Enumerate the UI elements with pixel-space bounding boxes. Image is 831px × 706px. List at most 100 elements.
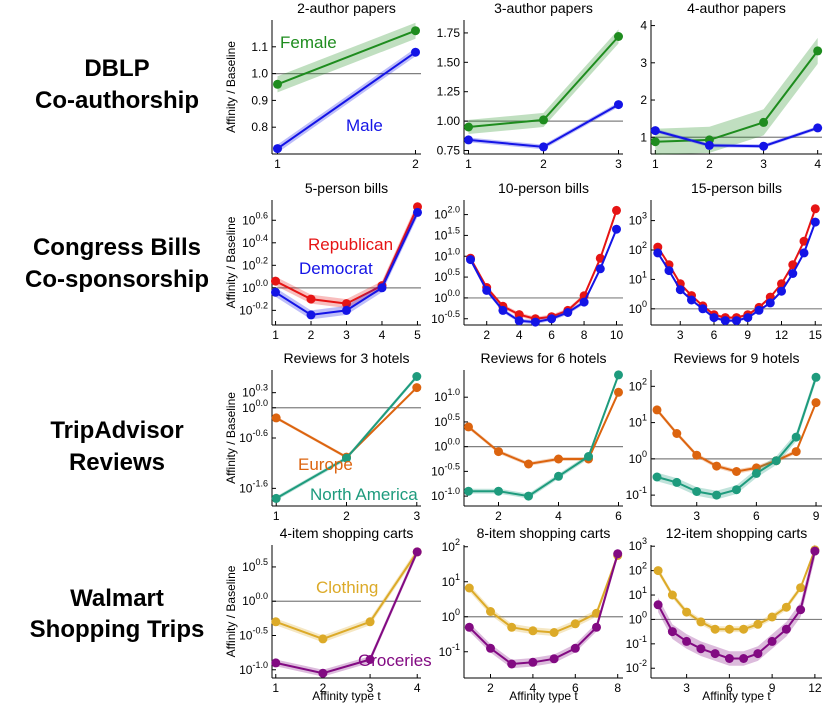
data-point xyxy=(754,305,764,315)
series-line xyxy=(275,386,418,459)
y-tick-label: 1.0 xyxy=(251,67,268,81)
y-tick-label: 101.0 xyxy=(434,387,460,404)
x-tick-label: 3 xyxy=(683,681,690,695)
series-line xyxy=(655,126,819,148)
data-point xyxy=(464,622,474,632)
y-tick-label: 101 xyxy=(442,572,460,589)
y-tick-label: 100.5 xyxy=(434,267,460,284)
data-point xyxy=(365,655,375,664)
data-point xyxy=(791,447,801,457)
data-point xyxy=(411,47,420,57)
data-point xyxy=(743,313,753,323)
y-tick-label: 100 xyxy=(629,609,647,626)
data-point xyxy=(712,490,722,500)
y-tick-label: 100 xyxy=(629,299,647,316)
data-point xyxy=(365,617,375,627)
data-point xyxy=(271,413,281,423)
y-tick-label: 100.5 xyxy=(434,412,460,429)
panel-4: 5-person bills 10-0.2 100.0 100.2 100.4 100.6… xyxy=(224,180,422,342)
data-point xyxy=(498,305,508,315)
chart-title: 10-person bills xyxy=(498,180,589,196)
series-label-female: Female xyxy=(280,33,337,52)
y-tick-label: 100.0 xyxy=(434,288,460,305)
series-label-groceries: Groceries xyxy=(358,651,432,670)
y-tick-label: 101 xyxy=(629,585,647,602)
data-point xyxy=(709,313,719,323)
series-line xyxy=(275,551,419,640)
x-tick-label: 2 xyxy=(495,509,502,523)
row-labels: DBLP Co-authorship Congress Bills Co-spo… xyxy=(25,55,209,643)
data-point xyxy=(547,314,557,324)
series-label-north-america: North America xyxy=(310,485,418,504)
row-label-walmart-line2: Shopping Trips xyxy=(30,616,205,643)
data-point xyxy=(614,370,623,380)
y-tick-label: 10-0.5 xyxy=(431,309,460,326)
y-tick-label: 10-1.0 xyxy=(239,660,268,677)
confidence-band xyxy=(276,374,417,501)
y-tick-label: 2 xyxy=(640,93,647,107)
data-point xyxy=(796,605,806,615)
data-point xyxy=(724,624,734,634)
data-point xyxy=(464,122,473,132)
series-line xyxy=(468,555,619,634)
confidence-band xyxy=(276,386,417,459)
y-axis-label: Affinity / Baseline xyxy=(224,392,238,484)
data-point xyxy=(704,140,714,150)
data-point xyxy=(696,644,706,654)
series-north-america xyxy=(271,372,422,503)
series-label-europe: Europe xyxy=(298,455,353,474)
data-point xyxy=(486,643,495,653)
x-tick-label: 2 xyxy=(483,328,490,342)
data-point xyxy=(412,547,422,557)
data-point xyxy=(653,248,663,258)
data-point xyxy=(271,276,280,286)
data-point xyxy=(612,205,621,215)
x-tick-label: 4 xyxy=(530,681,537,695)
data-point xyxy=(584,452,593,461)
y-tick-label: 100.5 xyxy=(242,557,268,574)
data-point xyxy=(539,142,548,152)
y-tick-label: 102 xyxy=(442,537,460,554)
series-groceries xyxy=(653,543,820,666)
x-tick-label: 2 xyxy=(320,681,327,695)
series-europe xyxy=(464,387,623,469)
y-tick-label: 103 xyxy=(629,536,647,553)
data-point xyxy=(781,624,791,634)
row-label-tripadvisor-line1: TripAdvisor xyxy=(50,417,183,444)
data-point xyxy=(710,624,720,634)
data-point xyxy=(570,619,580,629)
series-democrat xyxy=(271,207,422,320)
data-point xyxy=(413,207,422,217)
data-point xyxy=(524,459,533,469)
chart-title: 4-item shopping carts xyxy=(280,525,414,541)
data-point xyxy=(539,115,548,125)
data-point xyxy=(799,236,809,246)
y-tick-label: 100.0 xyxy=(242,278,268,295)
y-tick-label: 100.0 xyxy=(434,437,460,454)
data-point xyxy=(767,636,777,646)
data-point xyxy=(771,456,781,466)
panel-7: Reviews for 3 hotels 10-1.6 10-0.6 100.0100… xyxy=(224,350,422,523)
data-point xyxy=(306,310,316,320)
series-groceries xyxy=(464,549,623,669)
y-tick-label: 100.4 xyxy=(242,233,268,250)
data-point xyxy=(377,283,387,293)
y-tick-label: 1.1 xyxy=(251,40,268,54)
data-point xyxy=(781,602,791,612)
panel-8: Reviews for 6 hotels 10-1.0 10-0.5 100.0 100… xyxy=(431,350,623,523)
series-line xyxy=(275,375,418,500)
series-label-democrat: Democrat xyxy=(299,259,373,278)
series-north-america xyxy=(464,370,623,501)
series-europe xyxy=(271,383,422,462)
data-point xyxy=(271,617,281,627)
data-point xyxy=(528,626,538,636)
data-point xyxy=(412,372,422,381)
y-tick-label: 10-1.0 xyxy=(431,486,460,503)
data-point xyxy=(592,608,601,618)
data-point xyxy=(342,305,351,315)
x-tick-label: 2 xyxy=(412,157,419,171)
data-point xyxy=(494,486,503,496)
y-tick-label: 102 xyxy=(629,376,647,393)
series-line xyxy=(469,228,618,324)
data-point xyxy=(672,477,682,487)
